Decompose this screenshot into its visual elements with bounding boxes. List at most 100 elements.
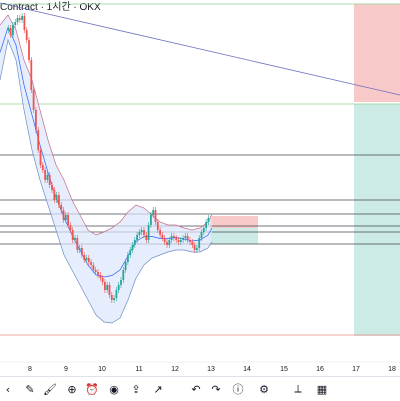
- candle-body: [83, 255, 86, 260]
- band-upper: [0, 14, 213, 236]
- settings-icon[interactable]: ⚙: [259, 382, 269, 396]
- trend-line: [0, 2, 400, 96]
- candle-body: [60, 205, 63, 210]
- candle-body: [131, 245, 134, 250]
- price-chart[interactable]: 8 9 10 11 12 13 14 15 16 17 18: [0, 0, 400, 376]
- candle-body: [145, 235, 148, 240]
- candle-body: [154, 210, 157, 222]
- candle-body: [92, 265, 95, 270]
- candle-body: [78, 248, 81, 250]
- candle-body: [186, 236, 189, 240]
- candle-body: [182, 238, 184, 240]
- candle-body: [140, 230, 143, 232]
- redo-icon[interactable]: ↷: [211, 382, 221, 396]
- candle-body: [115, 290, 118, 298]
- candle-body: [53, 190, 56, 200]
- band-lower: [0, 38, 213, 324]
- candle-body: [173, 236, 175, 238]
- x-tick-label: 18: [388, 366, 396, 373]
- plus-circle-icon[interactable]: ⊕: [67, 382, 77, 396]
- pencil-icon[interactable]: ✎: [25, 382, 35, 396]
- candle-body: [124, 262, 127, 270]
- candle-body: [23, 16, 26, 30]
- x-tick-label: 16: [316, 366, 324, 373]
- undo-icon[interactable]: ↶: [191, 382, 201, 396]
- candle-body: [25, 30, 28, 40]
- candle-body: [85, 258, 88, 260]
- candle-body: [163, 238, 166, 242]
- x-tick-label: 10: [98, 366, 106, 373]
- trend-icon[interactable]: ↗: [153, 382, 163, 396]
- candle-body: [129, 250, 132, 255]
- candle-body: [76, 238, 79, 250]
- candle-body: [189, 240, 191, 242]
- chart-icon[interactable]: ▦: [316, 382, 328, 396]
- candle-body: [90, 262, 92, 265]
- candle-body: [166, 242, 168, 245]
- chevron-left-icon[interactable]: ‹: [5, 382, 11, 396]
- candle-body: [156, 222, 159, 230]
- candle-body: [55, 195, 58, 200]
- candle-body: [108, 285, 111, 295]
- position-stop-zone: [354, 4, 400, 102]
- brush-icon[interactable]: 🖌: [43, 382, 57, 396]
- camera-icon[interactable]: ◉: [109, 382, 119, 396]
- candle-body: [104, 282, 106, 290]
- candle-body: [193, 245, 196, 250]
- candle-body: [18, 18, 21, 20]
- candle-body: [161, 235, 164, 238]
- candle-body: [127, 255, 129, 262]
- candle-body: [122, 270, 125, 280]
- x-tick-label: 12: [171, 366, 179, 373]
- candle-body: [14, 22, 17, 25]
- candle-body: [159, 230, 161, 235]
- candle-body: [58, 195, 60, 205]
- candle-body: [147, 225, 150, 240]
- candle-body: [46, 175, 49, 180]
- candle-body: [99, 275, 102, 278]
- candle-body: [44, 170, 46, 180]
- candle-body: [120, 280, 122, 285]
- candle-body: [175, 238, 178, 240]
- candle-body: [170, 236, 173, 240]
- candle-body: [94, 270, 97, 272]
- candle-body: [117, 285, 120, 290]
- position-target-zone: [354, 104, 400, 336]
- x-tick-label: 11: [135, 366, 142, 373]
- candle-body: [143, 230, 145, 235]
- x-tick-label: 15: [280, 366, 288, 373]
- candle-body: [200, 232, 203, 238]
- candle-body: [30, 60, 33, 90]
- candle-body: [168, 240, 171, 245]
- alarm-icon[interactable]: ⏰: [85, 382, 99, 396]
- candle-body: [67, 215, 69, 225]
- candle-body: [179, 240, 182, 242]
- candle-body: [152, 210, 155, 215]
- candle-body: [16, 18, 19, 22]
- x-tick-label: 8: [28, 366, 32, 373]
- candle-body: [41, 165, 44, 170]
- x-tick-label: 9: [64, 366, 68, 373]
- candle-body: [207, 218, 210, 222]
- candle-body: [202, 228, 205, 232]
- candle-body: [64, 215, 67, 220]
- candle-body: [136, 235, 138, 240]
- candle-body: [71, 230, 74, 240]
- share-icon[interactable]: ⇪: [131, 382, 141, 396]
- candle-body: [7, 28, 10, 30]
- candle-body: [21, 16, 23, 20]
- candle-body: [184, 236, 187, 238]
- bottom-toolbar: ‹ ✎ 🖌 ⊕ ⏰ ◉ ⇪ ↗ ↶ ↷ ⓘ ⚙ ⟂ ▦: [0, 376, 400, 401]
- candle-body: [74, 238, 76, 240]
- candle-body: [138, 232, 141, 235]
- candle-body: [110, 295, 113, 300]
- entry-stop-zone: [210, 216, 258, 228]
- entry-target-zone: [210, 228, 258, 244]
- info-icon[interactable]: ⓘ: [232, 383, 244, 396]
- x-tick-label: 17: [352, 366, 360, 373]
- candle-body: [35, 110, 37, 130]
- x-tick-label: 13: [207, 366, 215, 373]
- candle-body: [39, 150, 42, 165]
- candle-body: [62, 210, 65, 220]
- ruler-icon[interactable]: ⟂: [294, 382, 302, 395]
